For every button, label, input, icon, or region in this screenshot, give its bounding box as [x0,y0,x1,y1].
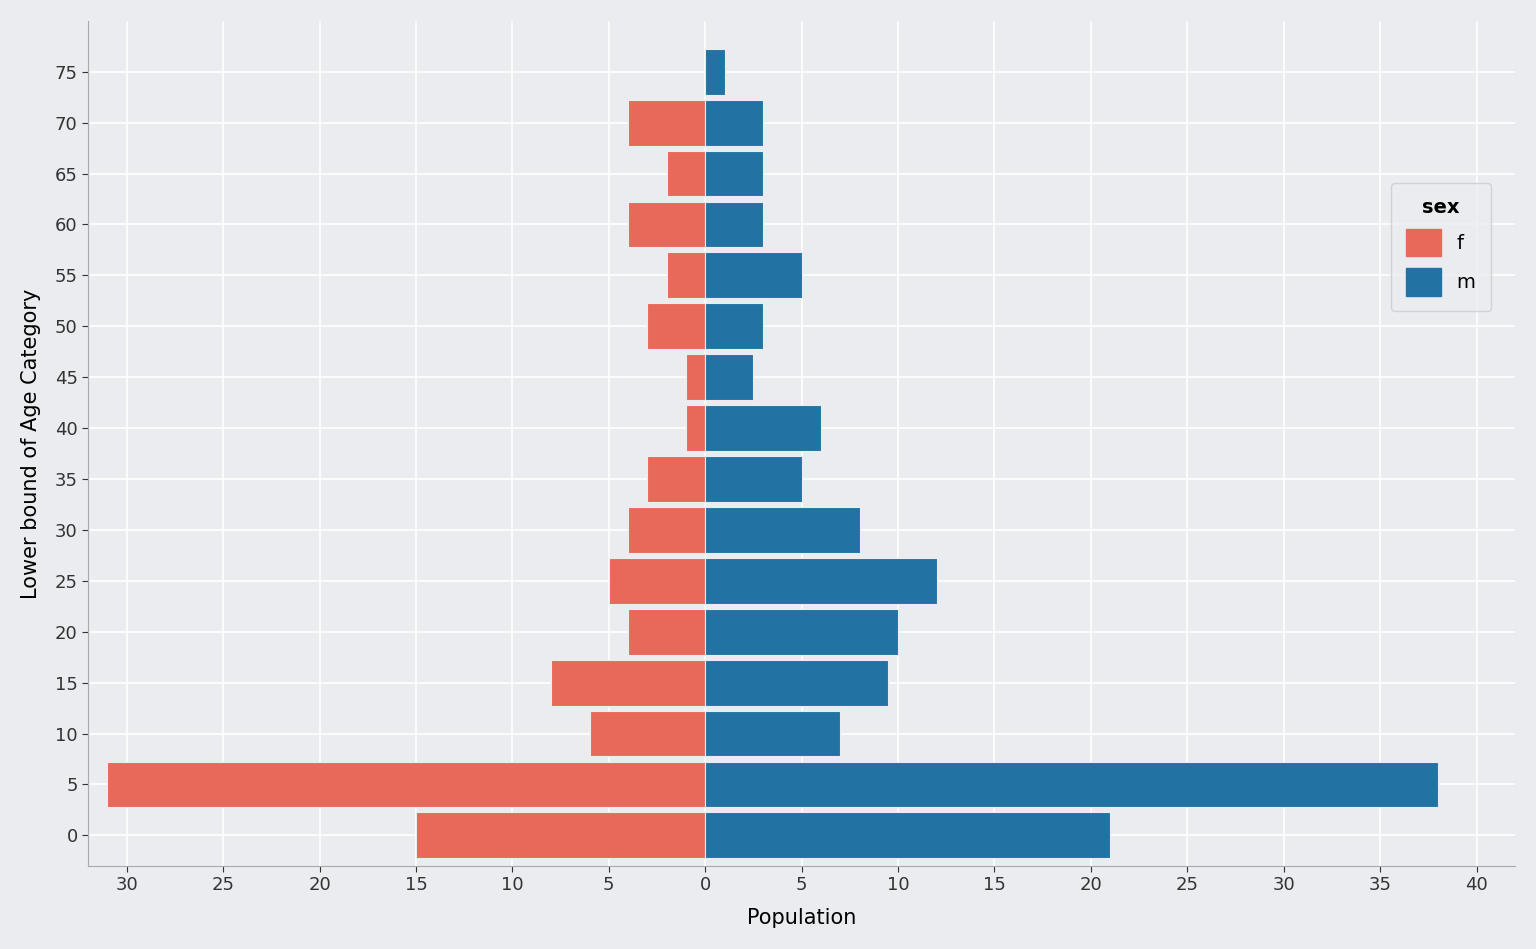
Bar [687,354,705,400]
Bar [108,761,705,808]
Bar [551,660,705,705]
Bar [590,711,705,756]
Bar [667,252,705,298]
Bar [705,201,763,248]
Bar [705,609,899,655]
Bar [705,812,1111,858]
Bar [705,151,763,196]
Bar [705,558,937,604]
Y-axis label: Lower bound of Age Category: Lower bound of Age Category [22,288,41,599]
Bar [416,812,705,858]
Bar [647,456,705,502]
Bar [705,252,802,298]
Bar [705,711,840,756]
Bar [705,405,820,451]
Bar [628,100,705,145]
Bar [705,507,860,553]
Bar [705,100,763,145]
Bar [705,761,1438,808]
Bar [667,151,705,196]
Bar [628,201,705,248]
Bar [705,304,763,349]
Bar [705,48,725,95]
Bar [628,609,705,655]
Bar [705,660,888,705]
Bar [608,558,705,604]
Bar [705,354,754,400]
Bar [628,507,705,553]
Bar [705,456,802,502]
Legend: f, m: f, m [1390,182,1491,311]
X-axis label: Population: Population [746,908,857,928]
Bar [687,405,705,451]
Bar [647,304,705,349]
